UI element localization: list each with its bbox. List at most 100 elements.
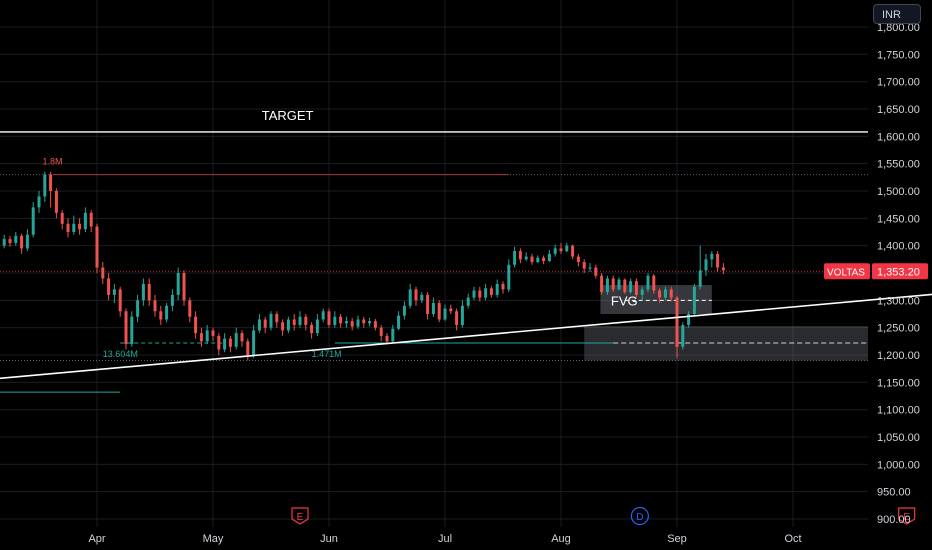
y-tick-label: 900.00	[877, 514, 911, 526]
candle-body	[588, 267, 592, 269]
candle-body	[304, 316, 308, 325]
volume-high-label: 1.8M	[42, 157, 62, 167]
candle-body	[2, 239, 6, 246]
candle-body	[640, 289, 644, 295]
candle-body	[716, 253, 720, 268]
candle-body	[286, 319, 290, 331]
candle-body	[327, 311, 331, 325]
candle-body	[692, 286, 696, 314]
volume-low-label-1: 13.604M	[103, 349, 138, 359]
candle-body	[263, 319, 267, 328]
price-axis[interactable]: 900.00 950.00 1,000.00 1,050.00 1,100.00 1,15…	[877, 22, 920, 526]
candle-body	[663, 289, 667, 298]
candle-body	[165, 305, 169, 320]
candle-body	[576, 256, 580, 263]
price-tag-bg	[872, 263, 928, 280]
earnings-icon	[291, 507, 309, 525]
candle-body	[611, 278, 615, 290]
x-tick-label: Aug	[551, 533, 571, 545]
y-tick-label: 1,550.00	[877, 159, 920, 171]
y-tick-label: 1,750.00	[877, 49, 920, 61]
candle-body	[634, 281, 638, 295]
candle-body	[228, 338, 232, 347]
y-tick-label: 1,450.00	[877, 213, 920, 225]
candle-body	[54, 191, 58, 213]
candle-body	[466, 297, 470, 306]
candle-body	[107, 278, 111, 295]
candle-body	[223, 338, 227, 350]
candle-body	[8, 239, 12, 243]
candle-body	[339, 316, 343, 324]
candle-body	[704, 259, 708, 271]
candle-body	[420, 294, 424, 301]
candle-body	[426, 294, 430, 314]
candle-body	[153, 300, 157, 312]
candle-body	[112, 289, 116, 295]
candle-body	[652, 275, 656, 291]
time-axis[interactable]: Apr May Jun Jul Aug Sep Oct	[88, 533, 801, 545]
candle-body	[600, 275, 604, 293]
y-tick-label: 1,650.00	[877, 104, 920, 116]
candle-body	[269, 314, 273, 328]
dividend-icon	[630, 506, 649, 526]
candle-body	[199, 333, 203, 342]
currency-button[interactable]: INR	[873, 4, 921, 24]
candle-body	[368, 321, 372, 324]
candle-body	[721, 267, 725, 271]
candle-body	[78, 223, 82, 230]
candle-body	[698, 270, 702, 287]
candle-body	[553, 248, 557, 254]
candle-body	[147, 283, 151, 301]
candle-body	[130, 316, 134, 345]
candle-body	[513, 251, 517, 265]
candle-body	[310, 324, 314, 334]
price-tag: 1,353.20	[877, 266, 920, 278]
candle-body	[373, 321, 377, 328]
symbol-tag: VOLTAS	[827, 267, 865, 278]
candle-body	[333, 316, 337, 325]
candle-body	[321, 311, 325, 320]
candle-body	[14, 235, 18, 243]
candle-body	[431, 303, 435, 314]
candle-body	[362, 319, 366, 324]
ascending-trendline[interactable]	[0, 285, 932, 380]
candle-body	[170, 294, 174, 306]
candle-body	[530, 256, 534, 263]
candle-body	[669, 289, 673, 298]
candle-body	[524, 256, 528, 260]
candle-body	[542, 257, 546, 261]
candle-body	[101, 267, 105, 279]
candle-body	[240, 333, 244, 342]
candle-body	[536, 257, 540, 263]
y-tick-label: 1,150.00	[877, 377, 920, 389]
candle-body	[710, 253, 714, 260]
candle-body	[385, 335, 389, 342]
candle-body	[194, 316, 198, 334]
candle-body	[391, 328, 395, 342]
y-tick-label: 1,700.00	[877, 77, 920, 89]
y-tick-label: 1,100.00	[877, 405, 920, 417]
candle-body	[414, 289, 418, 301]
candle-body	[234, 333, 238, 347]
candle-body	[72, 223, 76, 232]
x-tick-label: Jul	[438, 533, 452, 545]
candle-body	[460, 305, 464, 325]
x-tick-label: Oct	[784, 533, 801, 545]
earnings-icon	[898, 507, 916, 525]
candle-body	[547, 253, 551, 261]
candle-body	[257, 319, 261, 331]
candle-body	[472, 290, 476, 298]
event-letter: D	[636, 512, 643, 523]
candle-body	[275, 314, 279, 323]
candle-body	[489, 288, 493, 295]
x-tick-label: Sep	[667, 533, 687, 545]
y-tick-label: 1,800.00	[877, 22, 920, 34]
candle-body	[298, 316, 302, 325]
candle-body	[350, 321, 354, 327]
y-tick-label: 1,600.00	[877, 131, 920, 143]
candle-body	[565, 245, 569, 252]
fvg-label: FVG	[611, 293, 638, 308]
candle-body	[176, 273, 180, 295]
candle-body	[217, 335, 221, 350]
